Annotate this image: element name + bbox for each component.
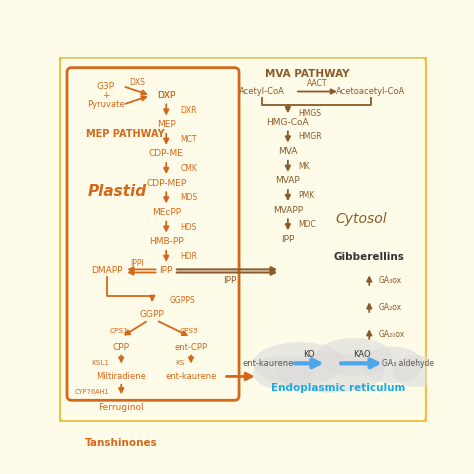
Text: MEcPP: MEcPP [152, 208, 181, 217]
Text: Ferruginol: Ferruginol [99, 403, 144, 412]
Text: IPPI: IPPI [130, 259, 144, 268]
Text: Tanshinones: Tanshinones [85, 438, 158, 448]
FancyBboxPatch shape [59, 57, 427, 422]
Text: KS: KS [175, 360, 185, 365]
Text: CPS1: CPS1 [109, 328, 128, 334]
Text: MCT: MCT [180, 135, 197, 144]
Text: HDS: HDS [180, 223, 197, 232]
Text: HDR: HDR [180, 252, 197, 261]
Text: HMGS: HMGS [299, 109, 322, 118]
Ellipse shape [253, 342, 346, 384]
Text: ent-kaurene: ent-kaurene [243, 359, 294, 368]
Text: KSL1: KSL1 [91, 360, 109, 365]
Text: MDS: MDS [180, 193, 197, 202]
Text: DMAPP: DMAPP [91, 266, 123, 275]
Text: DXP: DXP [157, 91, 175, 100]
Text: GGPPS: GGPPS [169, 296, 195, 305]
Ellipse shape [392, 355, 439, 387]
Text: MVAPP: MVAPP [273, 206, 303, 215]
Text: CYP76AH1: CYP76AH1 [74, 389, 109, 395]
Text: HMG-CoA: HMG-CoA [266, 118, 309, 127]
Text: Gibberellins: Gibberellins [334, 252, 405, 262]
Text: MVA: MVA [278, 147, 298, 156]
Text: MVAP: MVAP [275, 176, 300, 185]
Text: Pyruvate: Pyruvate [87, 100, 125, 109]
Text: Plastid: Plastid [88, 184, 147, 199]
Text: ent-kaurene: ent-kaurene [165, 372, 217, 381]
Ellipse shape [276, 353, 385, 392]
Text: KO: KO [303, 350, 315, 359]
Text: HMGR: HMGR [299, 132, 322, 141]
Text: MEP: MEP [157, 120, 175, 129]
Text: +: + [102, 91, 109, 100]
Ellipse shape [362, 346, 423, 383]
Text: GA₃ aldehyde: GA₃ aldehyde [382, 359, 434, 368]
Text: KAO: KAO [353, 350, 370, 359]
Text: MDC: MDC [299, 220, 317, 229]
Ellipse shape [253, 355, 315, 390]
Text: CPS5: CPS5 [180, 328, 199, 334]
Text: IPP: IPP [160, 266, 173, 275]
Text: HMB-PP: HMB-PP [149, 237, 183, 246]
Text: MK: MK [299, 162, 310, 171]
Text: DXR: DXR [180, 106, 197, 115]
Text: Endoplasmic reticulum: Endoplasmic reticulum [271, 383, 405, 393]
Text: GA₂ox: GA₂ox [379, 302, 401, 311]
Text: Acetoacetyl-CoA: Acetoacetyl-CoA [336, 87, 405, 96]
Text: CMK: CMK [180, 164, 197, 173]
Text: DXP: DXP [157, 91, 175, 100]
Text: MEP PATHWAY: MEP PATHWAY [86, 129, 164, 139]
Text: CDP-ME: CDP-ME [149, 149, 183, 158]
Text: Acetyl-CoA: Acetyl-CoA [239, 87, 285, 96]
Text: Cytosol: Cytosol [336, 211, 387, 226]
Text: CPP: CPP [113, 343, 130, 352]
Text: GA₂₀ox: GA₂₀ox [379, 329, 405, 338]
Text: Miltiradiene: Miltiradiene [96, 372, 146, 381]
Text: CDP-MEP: CDP-MEP [146, 179, 186, 188]
Text: ent-CPP: ent-CPP [174, 343, 208, 352]
Text: MVA PATHWAY: MVA PATHWAY [265, 69, 349, 79]
Text: GA₃ox: GA₃ox [379, 276, 401, 285]
Ellipse shape [315, 338, 392, 376]
Text: GGPP: GGPP [140, 310, 164, 319]
Text: AACT: AACT [307, 79, 328, 88]
Text: PMK: PMK [299, 191, 315, 200]
Text: IPP: IPP [281, 235, 294, 244]
Text: IPP: IPP [223, 276, 237, 285]
Text: DXS: DXS [129, 78, 145, 87]
Text: G3P: G3P [97, 82, 115, 91]
